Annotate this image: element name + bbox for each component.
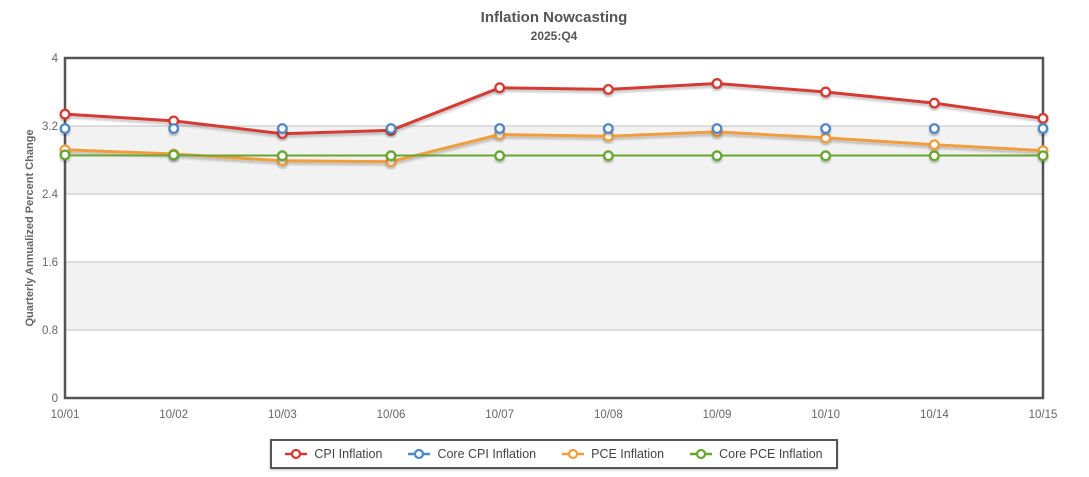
data-point-pce-inflation-10/14 — [928, 139, 940, 151]
data-point-core-pce-inflation-10/02 — [168, 149, 180, 161]
legend-marker-icon-pce-inflation — [562, 448, 585, 460]
data-point-cpi-inflation-10/10 — [820, 86, 832, 98]
legend: CPI Inflation Core CPI Inflation PCE Infla… — [270, 439, 838, 469]
series-line-core-pce-inflation — [63, 153, 1045, 158]
x-tick-label: 10/08 — [594, 409, 623, 421]
data-point-core-pce-inflation-10/06 — [385, 150, 397, 162]
data-point-cpi-inflation-10/14 — [928, 97, 940, 109]
data-point-core-pce-inflation-10/07 — [494, 150, 506, 162]
plot-band — [65, 58, 1043, 126]
data-point-core-cpi-inflation-10/07 — [494, 123, 506, 135]
data-point-cpi-inflation-10/15 — [1037, 112, 1049, 124]
data-point-core-pce-inflation-10/09 — [711, 150, 723, 162]
data-point-cpi-inflation-10/08 — [602, 83, 614, 95]
data-point-cpi-inflation-10/07 — [494, 82, 506, 94]
legend-item-pce-inflation[interactable]: PCE Inflation — [562, 447, 664, 461]
data-point-core-cpi-inflation-10/08 — [602, 123, 614, 135]
data-point-core-cpi-inflation-10/01 — [59, 123, 71, 135]
data-point-core-pce-inflation-10/15 — [1037, 150, 1049, 162]
x-tick-label: 10/01 — [51, 409, 80, 421]
legend-item-cpi-inflation[interactable]: CPI Inflation — [285, 447, 382, 461]
plot-band — [65, 330, 1043, 398]
legend-label-core-pce-inflation: Core PCE Inflation — [719, 447, 823, 461]
y-tick-label: 0.8 — [42, 325, 58, 337]
data-point-core-cpi-inflation-10/15 — [1037, 123, 1049, 135]
legend-label-core-cpi-inflation: Core CPI Inflation — [437, 447, 537, 461]
legend-marker-icon-cpi-inflation — [285, 448, 308, 460]
plot-border — [63, 56, 1045, 400]
x-tick-label: 10/14 — [920, 409, 949, 421]
data-point-core-pce-inflation-10/08 — [602, 150, 614, 162]
data-point-core-pce-inflation-10/14 — [928, 150, 940, 162]
legend-marker-icon-core-pce-inflation — [690, 448, 713, 460]
chart-subtitle: 2025:Q4 — [530, 29, 578, 43]
data-point-core-cpi-inflation-10/09 — [711, 123, 723, 135]
data-point-core-pce-inflation-10/01 — [59, 149, 71, 161]
plot-band — [65, 262, 1043, 330]
y-tick-label: 1.6 — [42, 257, 58, 269]
x-tick-label: 10/15 — [1029, 409, 1058, 421]
y-tick-label: 2.4 — [42, 189, 59, 201]
data-point-core-cpi-inflation-10/14 — [928, 123, 940, 135]
data-point-cpi-inflation-10/09 — [711, 78, 723, 89]
data-point-core-cpi-inflation-10/10 — [820, 123, 832, 135]
x-tick-label: 10/02 — [159, 409, 188, 421]
data-point-core-cpi-inflation-10/02 — [168, 123, 180, 135]
data-point-core-cpi-inflation-10/03 — [276, 123, 288, 135]
chart-title: Inflation Nowcasting — [480, 9, 628, 26]
series-line-pce-inflation — [63, 130, 1045, 164]
data-point-pce-inflation-10/10 — [820, 132, 832, 144]
y-tick-label: 4 — [52, 53, 59, 65]
data-point-core-pce-inflation-10/03 — [276, 150, 288, 162]
legend-label-cpi-inflation: CPI Inflation — [314, 447, 383, 461]
legend-item-core-cpi-inflation[interactable]: Core CPI Inflation — [408, 447, 536, 461]
legend-wrap: CPI Inflation Core CPI Inflation PCE Infla… — [65, 439, 1043, 469]
data-point-cpi-inflation-10/01 — [59, 108, 71, 120]
x-tick-label: 10/06 — [377, 409, 406, 421]
legend-item-core-pce-inflation[interactable]: Core PCE Inflation — [690, 447, 823, 461]
x-tick-label: 10/09 — [703, 409, 732, 421]
legend-label-pce-inflation: PCE Inflation — [591, 447, 665, 461]
y-tick-label: 3.2 — [42, 121, 58, 133]
legend-marker-icon-core-cpi-inflation — [408, 448, 431, 460]
plot-band — [65, 194, 1043, 262]
x-tick-label: 10/10 — [811, 409, 840, 421]
data-point-core-cpi-inflation-10/06 — [385, 123, 397, 135]
y-tick-label: 0 — [52, 393, 58, 405]
plot-band — [65, 126, 1043, 194]
x-tick-label: 10/03 — [268, 409, 297, 421]
x-tick-label: 10/07 — [485, 409, 514, 421]
data-point-core-pce-inflation-10/10 — [820, 150, 832, 162]
